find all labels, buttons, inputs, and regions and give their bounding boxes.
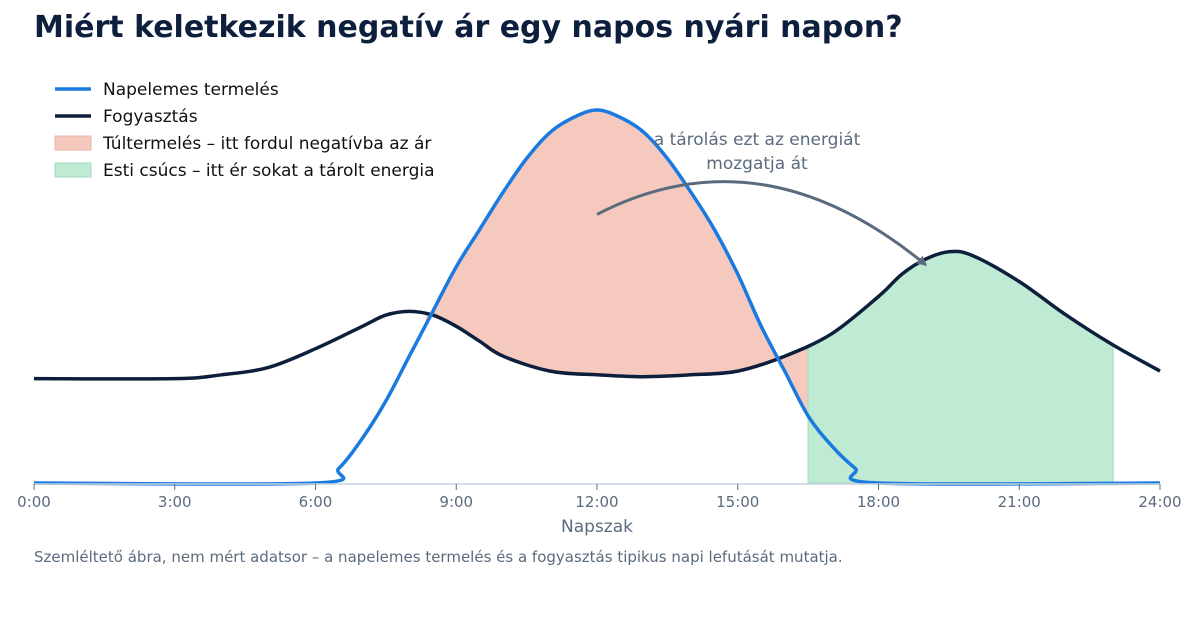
chart-note: Szemléltető ábra, nem mért adatsor – a n… [34, 548, 843, 566]
evening-peak-area [807, 251, 1114, 484]
x-tick-label: 6:00 [299, 493, 333, 511]
x-tick-label: 15:00 [716, 493, 759, 511]
x-tick-label: 3:00 [158, 493, 192, 511]
surplus-area [425, 110, 809, 416]
legend-label: Túltermelés – itt fordul negatívba az ár [102, 134, 431, 154]
x-tick-label: 0:00 [17, 493, 51, 511]
x-tick-label: 9:00 [439, 493, 473, 511]
legend: Napelemes termelés Fogyasztás Túltermelés … [54, 80, 435, 181]
x-tick-label: 21:00 [998, 493, 1041, 511]
chart-title: Miért keletkezik negatív ár egy napos ny… [34, 10, 903, 45]
x-axis-label: Napszak [561, 517, 633, 537]
annotation-arrow [596, 180, 928, 266]
x-tick-label: 24:00 [1138, 493, 1181, 511]
annotation-layer: a tárolás ezt az energiát mozgatja át [596, 130, 928, 266]
legend-swatch [54, 162, 92, 178]
legend-label: Fogyasztás [103, 107, 198, 127]
solar-line [33, 108, 1161, 486]
legend-swatch [54, 135, 92, 151]
demand-line [33, 249, 1161, 381]
annotation-text: a tárolás ezt az energiát [654, 130, 861, 150]
legend-label: Napelemes termelés [103, 80, 279, 100]
legend-label: Esti csúcs – itt ér sokat a tárolt energ… [103, 161, 435, 181]
line-layer [33, 108, 1161, 486]
x-tick-label: 12:00 [575, 493, 618, 511]
x-tick-label: 18:00 [857, 493, 900, 511]
x-axis: 0:00 3:00 6:00 9:00 12:00 15:00 18:00 21:00 24:0… [17, 483, 1182, 537]
annotation-text: mozgatja át [706, 154, 808, 174]
area-layer [425, 110, 1114, 484]
